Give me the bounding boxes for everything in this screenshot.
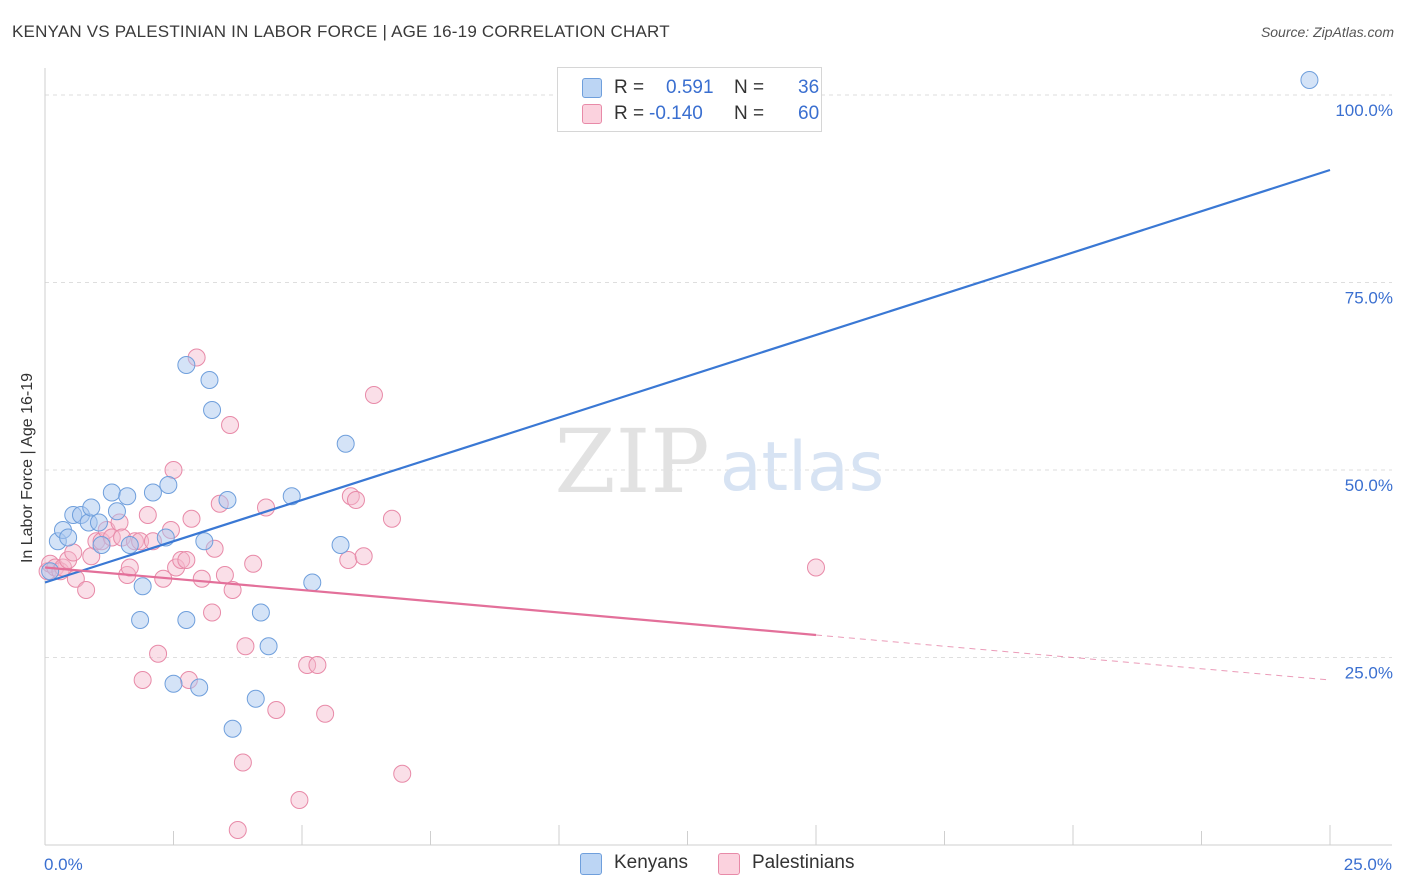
- kenyan-point: [251, 603, 270, 622]
- kenyan-points: [41, 71, 1319, 738]
- palestinian-point: [316, 704, 335, 723]
- kenyan-point: [41, 562, 60, 581]
- palestinian-point: [203, 603, 222, 622]
- kenyan-point: [82, 498, 101, 517]
- palestinian-point: [215, 566, 234, 584]
- legend-r-label: R =: [614, 103, 645, 124]
- palestinian-point: [807, 558, 825, 577]
- legend-n-label: N =: [734, 103, 765, 124]
- palestinian-point: [393, 764, 412, 783]
- y-tick-labels: 25.0% 50.0% 75.0% 100.0%: [1335, 101, 1393, 683]
- palestinians-swatch: [718, 853, 740, 875]
- palestinian-point: [77, 581, 96, 599]
- kenyan-point: [89, 513, 108, 532]
- axes: [44, 68, 1392, 846]
- y-tick-label: 75.0%: [1345, 289, 1393, 308]
- palestinian-point: [298, 656, 317, 674]
- kenyan-trend-line: [44, 168, 1331, 584]
- palestinian-point: [228, 821, 247, 839]
- kenyan-point: [107, 502, 126, 521]
- kenyan-point: [223, 719, 242, 738]
- kenyans-label: Kenyans: [614, 852, 688, 873]
- palestinian-point: [290, 791, 309, 809]
- palestinian-point: [138, 506, 157, 524]
- watermark-atlas: atlas: [720, 428, 884, 507]
- kenyan-point: [218, 491, 237, 509]
- trend-lines: [44, 168, 1331, 681]
- palestinian-point: [192, 569, 211, 588]
- kenyan-point: [131, 611, 150, 629]
- palestinian-point: [182, 509, 201, 528]
- x-tick-label-min: 0.0%: [44, 855, 83, 874]
- chart-title: KENYAN VS PALESTINIAN IN LABOR FORCE | A…: [12, 22, 670, 41]
- palestinian-point: [244, 554, 263, 573]
- palestinian-point: [172, 551, 191, 569]
- palestinian-point: [64, 543, 83, 562]
- kenyan-point: [303, 573, 322, 592]
- palestinian-point: [364, 386, 383, 404]
- legend-n-value: 36: [798, 77, 820, 98]
- palestinian-point: [382, 509, 401, 528]
- palestinian-point: [221, 416, 240, 434]
- kenyan-point: [92, 536, 111, 554]
- legend-n-value: 60: [798, 103, 820, 124]
- x-tick-label-max: 25.0%: [1344, 855, 1392, 874]
- kenyan-point: [177, 356, 196, 374]
- y-tick-label: 100.0%: [1335, 101, 1393, 120]
- kenyan-point: [282, 487, 301, 506]
- y-tick-label: 50.0%: [1345, 476, 1393, 495]
- kenyan-point: [331, 536, 350, 554]
- legend-r-label: R =: [614, 77, 645, 98]
- palestinian-point: [233, 753, 252, 772]
- watermark: ZIP atlas: [554, 410, 884, 513]
- palestinian-point: [308, 656, 327, 674]
- palestinian-point: [346, 491, 365, 509]
- palestinians-swatch: [582, 104, 602, 124]
- palestinians-label: Palestinians: [752, 852, 855, 873]
- kenyan-point: [59, 528, 78, 547]
- palestinian-trend-extension: [815, 634, 1331, 681]
- kenyan-point: [159, 476, 178, 494]
- legend-r-value: 0.591: [666, 77, 714, 98]
- palestinian-point: [223, 581, 242, 599]
- kenyan-point: [133, 577, 152, 596]
- palestinian-point: [149, 644, 168, 663]
- kenyan-point: [120, 536, 139, 554]
- kenyans-swatch: [580, 853, 602, 875]
- source-credit: Source: ZipAtlas.com: [1260, 24, 1394, 40]
- kenyan-point: [336, 434, 355, 453]
- kenyan-point: [118, 487, 137, 506]
- legend-r-value: -0.140: [649, 103, 703, 124]
- kenyan-point: [143, 483, 162, 502]
- palestinian-trend-line: [44, 566, 817, 637]
- palestinian-point: [267, 701, 286, 719]
- palestinian-point: [236, 637, 255, 656]
- kenyan-point: [164, 674, 183, 693]
- kenyan-point: [195, 532, 214, 551]
- kenyan-point: [203, 401, 222, 419]
- kenyan-point: [246, 689, 265, 708]
- palestinian-point: [164, 461, 183, 479]
- palestinian-point: [177, 551, 196, 569]
- stats-legend: R = 0.591 N = 36 R = -0.140 N = 60: [557, 67, 822, 132]
- palestinian-point: [354, 547, 373, 566]
- gridlines: [45, 94, 1392, 658]
- palestinian-point: [257, 498, 276, 517]
- watermark-zip: ZIP: [554, 410, 709, 513]
- kenyans-swatch: [582, 78, 602, 98]
- palestinian-point: [133, 671, 152, 689]
- kenyan-point: [259, 637, 278, 656]
- kenyan-point: [200, 371, 219, 389]
- palestinian-point: [339, 551, 358, 569]
- kenyan-point: [177, 611, 196, 629]
- legend-n-label: N =: [734, 77, 765, 98]
- kenyan-point: [102, 483, 121, 502]
- kenyan-point: [190, 678, 209, 697]
- kenyan-point: [1300, 71, 1319, 89]
- y-tick-label: 25.0%: [1345, 664, 1393, 683]
